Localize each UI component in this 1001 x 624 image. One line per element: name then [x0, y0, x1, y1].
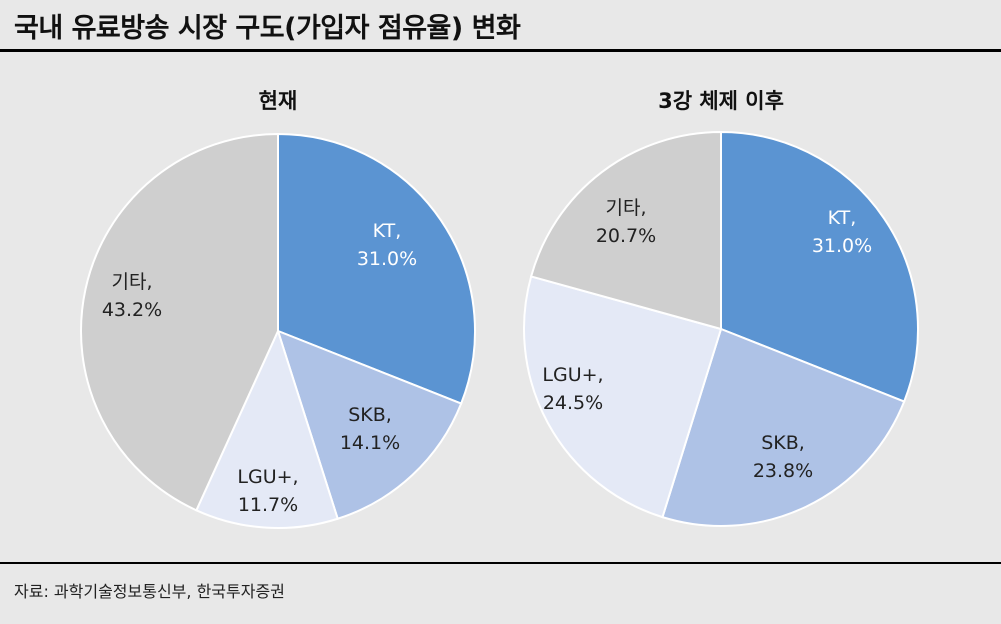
- slice-label-기타: 기타,: [112, 271, 153, 293]
- slice-value-lguplus: 24.5%: [543, 392, 603, 414]
- pie-charts: 현재 KT, 31.0% SKB, 14.1% LGU+, 11.7% 기타, 43.2% 3강 …: [80, 89, 919, 529]
- slice-value-kt: 31.0%: [812, 235, 872, 257]
- slice-value-kt: 31.0%: [357, 248, 417, 270]
- slice-label-skb: SKB,: [761, 432, 805, 454]
- slice-value-기타: 43.2%: [102, 299, 162, 321]
- chart-title: 현재: [259, 89, 298, 113]
- footer-divider: [0, 562, 1001, 564]
- pie-slice-기타: [80, 132, 279, 512]
- title-divider: [0, 49, 1001, 52]
- source-note: 자료: 과학기술정보통신부, 한국투자증권: [14, 582, 285, 601]
- pie-chart-2: 3강 체제 이후 KT, 31.0% SKB, 23.8% LGU+, 24.5% 기타, 20…: [523, 89, 919, 527]
- slice-label-kt: KT,: [828, 207, 857, 229]
- pie-slice-기타: [529, 130, 722, 331]
- slice-label-lguplus: LGU+,: [542, 364, 603, 386]
- slice-label-기타: 기타,: [606, 197, 647, 219]
- slice-value-기타: 20.7%: [596, 225, 656, 247]
- slice-label-skb: SKB,: [348, 404, 392, 426]
- pie-slice-skb: [661, 327, 906, 527]
- slice-value-lguplus: 11.7%: [238, 494, 298, 516]
- chart-title: 3강 체제 이후: [658, 89, 784, 113]
- slice-label-lguplus: LGU+,: [237, 466, 298, 488]
- pie-slice-kt: [720, 130, 919, 403]
- page-title: 국내 유료방송 시장 구도(가입자 점유율) 변화: [14, 13, 521, 44]
- slice-value-skb: 23.8%: [753, 460, 813, 482]
- pie-slice-kt: [277, 132, 476, 405]
- slice-label-kt: KT,: [373, 220, 402, 242]
- slice-value-skb: 14.1%: [340, 432, 400, 454]
- pie-chart-1: 현재 KT, 31.0% SKB, 14.1% LGU+, 11.7% 기타, 43.2%: [80, 89, 476, 529]
- pie-slice-lguplus: [195, 328, 339, 529]
- pie-slice-lguplus: [523, 275, 723, 519]
